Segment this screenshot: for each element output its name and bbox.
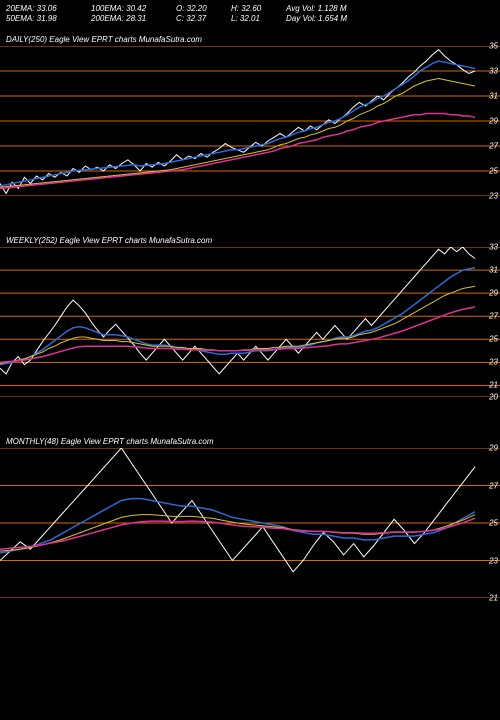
y-axis-label: 21 [489,381,498,390]
stat: H: 32.60 [231,4,286,13]
y-axis-label: 25 [489,519,498,528]
y-axis-label: 21 [489,594,498,603]
y-axis-label: 23 [489,192,498,201]
chart-panel: 2021232527293133 [0,247,500,397]
series-line [0,286,475,363]
charts-container: DAILY(250) Eagle View EPRT charts Munafa… [0,25,500,598]
y-axis-label: 20 [489,393,498,402]
y-axis-label: 27 [489,481,498,490]
chart-svg [0,46,500,196]
y-axis-label: 31 [489,266,498,275]
series-line [0,448,475,572]
y-axis-label: 23 [489,358,498,367]
chart-title: MONTHLY(48) Eagle View EPRT charts Munaf… [0,427,500,448]
chart-title: WEEKLY(252) Eagle View EPRT charts Munaf… [0,226,500,247]
stat: L: 32.01 [231,14,286,23]
y-axis-label: 29 [489,444,498,453]
stat: O: 32.20 [176,4,231,13]
stat: 100EMA: 30.42 [91,4,176,13]
chart-panel: 23252729313335 [0,46,500,196]
y-axis-label: 33 [489,67,498,76]
series-line [0,307,475,362]
y-axis-label: 29 [489,117,498,126]
y-axis-label: 23 [489,556,498,565]
y-axis-label: 33 [489,243,498,252]
stat: Avg Vol: 1.128 M [286,4,494,13]
y-axis-label: 35 [489,42,498,51]
stat: 200EMA: 28.31 [91,14,176,23]
stat: 50EMA: 31.98 [6,14,91,23]
chart-svg [0,448,500,598]
series-line [0,61,475,186]
y-axis-label: 27 [489,142,498,151]
y-axis-label: 29 [489,289,498,298]
stat: 20EMA: 33.06 [6,4,91,13]
y-axis-label: 25 [489,167,498,176]
header-stats: 20EMA: 33.06 100EMA: 30.42 O: 32.20 H: 3… [0,0,500,25]
y-axis-label: 25 [489,335,498,344]
series-line [0,247,475,374]
stat: C: 32.37 [176,14,231,23]
series-line [0,114,475,189]
stat: Day Vol: 1.654 M [286,14,494,23]
series-line [0,515,475,552]
y-axis-label: 27 [489,312,498,321]
y-axis-label: 31 [489,92,498,101]
chart-svg [0,247,500,397]
chart-panel: 2123252729 [0,448,500,598]
chart-title: DAILY(250) Eagle View EPRT charts Munafa… [0,25,500,46]
